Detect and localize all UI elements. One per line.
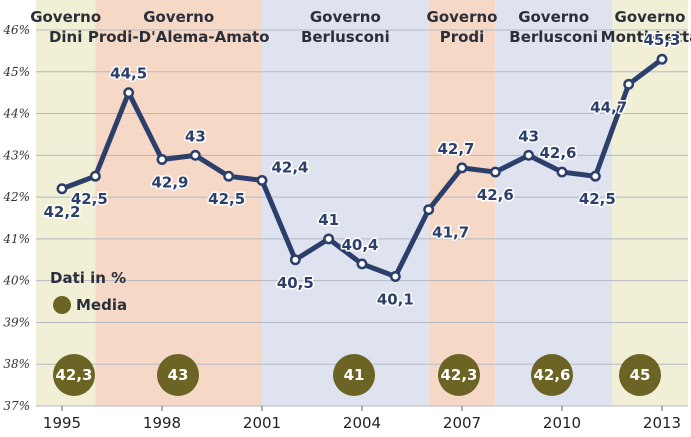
data-label-2008: 42,6 [477, 186, 514, 204]
gov-label-line2-3: Berlusconi [301, 28, 390, 46]
gov-label-line2-6: Monti-Letta [601, 28, 691, 46]
data-point-2010 [556, 166, 568, 178]
data-label-2004: 40,4 [341, 236, 378, 254]
data-point-1997 [123, 87, 135, 99]
y-tick-label: 46% [2, 23, 30, 37]
data-label-1997: 44,5 [110, 65, 147, 83]
data-point-2009 [523, 149, 535, 161]
gov-label-line1-3: Governo [310, 8, 381, 26]
band-governo-2 [95, 0, 262, 406]
data-label-1998: 42,9 [151, 174, 188, 192]
gov-label-line2-5: Berlusconi [509, 28, 598, 46]
data-point-2012 [623, 78, 635, 90]
average-circle-6 [619, 354, 661, 396]
average-circle-4 [438, 354, 480, 396]
band-governo-3 [262, 0, 429, 406]
data-point-2003 [323, 233, 335, 245]
grid-lines [36, 29, 688, 407]
data-point-2000 [223, 170, 235, 182]
y-tick-label: 40% [2, 274, 30, 288]
data-label-2003: 41 [318, 211, 339, 229]
data-point-2005 [389, 271, 401, 282]
x-tick-label: 1998 [143, 414, 181, 432]
average-value-4: 42,3 [440, 366, 477, 384]
data-point-2001 [256, 174, 268, 186]
x-axis-ticks: 1995 1998 2001 2004 2007 2010 2013 [43, 406, 681, 432]
x-tick-label: 1995 [43, 414, 81, 432]
data-point-2013 [656, 53, 668, 65]
gov-label-line2-1: Dini [49, 28, 82, 46]
band-governo-6 [612, 0, 688, 406]
band-governo-5 [495, 0, 612, 406]
gov-label-line2-4: Prodi [440, 28, 485, 46]
average-value-6: 45 [630, 366, 651, 384]
average-circles: 42,3 43 41 42,3 42,6 45 [53, 354, 661, 396]
average-value-1: 42,3 [55, 366, 92, 384]
data-label-1999: 43 [185, 127, 206, 145]
data-point-1999 [189, 149, 201, 161]
data-label-2001: 42,4 [271, 158, 308, 176]
data-label-2009: 43 [518, 127, 539, 145]
average-circle-1 [53, 354, 95, 396]
y-tick-label: 41% [2, 232, 30, 246]
legend-media-label: Media [76, 296, 127, 314]
data-label-2012: 44,7 [590, 98, 627, 116]
gov-label-line1-2: Governo [143, 8, 214, 26]
y-axis-ticks: 37% 38% 39% 40% 41% 42% 43% 44% 45% 46% [2, 23, 30, 413]
data-point-2004 [356, 258, 368, 270]
data-labels: 42,242,544,542,94342,542,440,54140,440,1… [42, 30, 682, 310]
data-label-2007: 42,7 [437, 140, 474, 158]
data-label-2013: 45,3 [643, 31, 680, 49]
data-point-1996 [89, 170, 101, 182]
data-point-2008 [489, 166, 501, 178]
y-tick-label: 39% [3, 315, 30, 329]
data-label-2005: 40,1 [377, 290, 414, 308]
gov-label-line1-4: Governo [427, 8, 498, 26]
average-circle-5 [531, 354, 573, 396]
average-circle-3 [333, 354, 375, 396]
data-points [56, 53, 668, 282]
data-point-1995 [56, 183, 68, 195]
data-label-2010: 42,6 [539, 144, 576, 162]
gov-label-line2-2: Prodi-D'Alema-Amato [88, 28, 270, 46]
data-label-1995: 42,2 [43, 203, 80, 221]
data-point-2011 [589, 170, 601, 182]
gov-label-line1-5: Governo [518, 8, 589, 26]
legend-title: Dati in % [50, 269, 126, 287]
y-tick-label: 38% [3, 357, 30, 371]
gov-label-line1-6: Governo [615, 8, 686, 26]
data-point-2007 [456, 162, 468, 174]
government-bands [36, 0, 688, 406]
data-label-1996: 42,5 [71, 190, 108, 208]
y-tick-label: 44% [2, 107, 30, 121]
government-labels: Governo Dini Governo Prodi-D'Alema-Amato Gov… [30, 8, 691, 46]
data-label-2006: 41,7 [432, 224, 469, 242]
data-point-1998 [156, 154, 168, 165]
gov-label-line1-1: Governo [30, 8, 101, 26]
average-value-5: 42,6 [533, 366, 570, 384]
legend-media-swatch [53, 296, 71, 314]
y-tick-label: 45% [2, 65, 30, 79]
y-tick-label: 42% [2, 190, 30, 204]
data-point-2006 [423, 204, 435, 216]
average-value-2: 43 [168, 366, 189, 384]
band-governo-4 [428, 0, 496, 406]
x-tick-label: 2010 [543, 414, 581, 432]
y-tick-label: 43% [2, 148, 30, 162]
x-tick-label: 2001 [243, 414, 281, 432]
x-tick-label: 2004 [343, 414, 381, 432]
data-label-2011: 42,5 [579, 190, 616, 208]
data-label-2000: 42,5 [208, 190, 245, 208]
x-tick-label: 2013 [643, 414, 681, 432]
band-governo-1 [36, 0, 96, 406]
average-circle-2 [157, 354, 199, 396]
data-point-2002 [289, 254, 301, 266]
data-label-2002: 40,5 [277, 274, 314, 292]
y-tick-label: 37% [3, 399, 30, 413]
x-tick-label: 2007 [443, 414, 481, 432]
average-value-3: 41 [344, 366, 365, 384]
legend: Dati in % Media [50, 269, 127, 314]
